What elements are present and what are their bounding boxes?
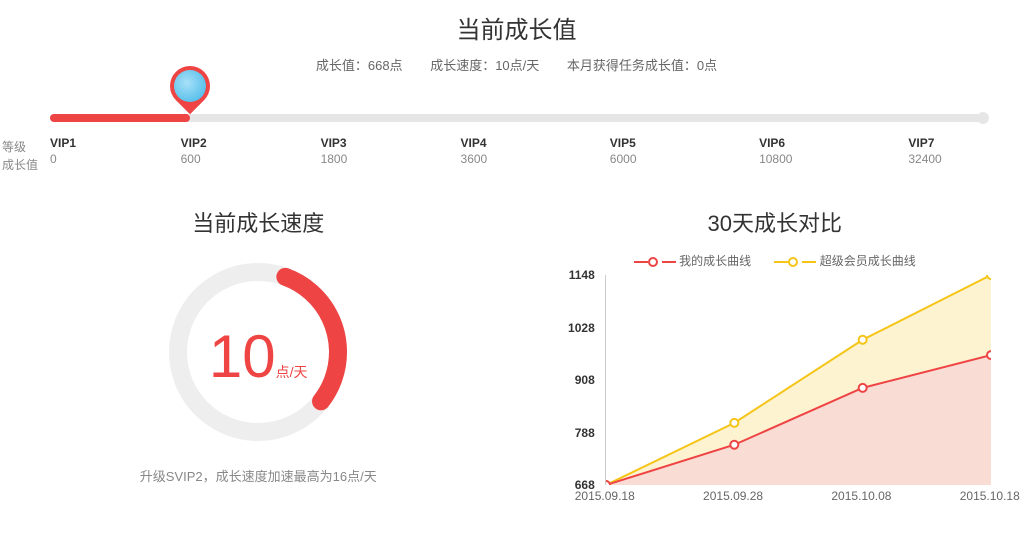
plot-area (605, 275, 990, 485)
stat-growth: 成长值：668点 (316, 58, 403, 73)
trend-chart: 66878890810281148 2015.09.182015.09.2820… (545, 275, 1005, 525)
stats-row: 成长值：668点 成长速度：10点/天 本月获得任务成长值：0点 (0, 55, 1033, 74)
level-ticks: VIP1 0 VIP2 600 VIP3 1800 VIP4 3600 VIP5 6000 VIP6… (50, 136, 983, 176)
page-title: 当前成长值 (0, 10, 1033, 45)
axis-labels: 等级 成长值 (2, 138, 38, 174)
legend-line-icon (802, 261, 816, 263)
axis-label-level: 等级 (2, 138, 38, 156)
gauge-tip: 升级SVIP2，成长速度加速最高为16点/天 (0, 466, 517, 485)
tick-level: VIP2 (181, 136, 207, 150)
level-progress: 等级 成长值 VIP10VIP2600VIP31800VIP43600VIP56… (50, 114, 983, 176)
speed-gauge: 10点/天 (158, 252, 358, 452)
y-tick: 788 (575, 426, 595, 440)
tick-level: VIP5 (610, 136, 637, 150)
y-tick: 1148 (569, 268, 595, 282)
legend-dot-icon (648, 257, 658, 267)
globe-icon (174, 70, 206, 102)
tick-value: 1800 (321, 152, 348, 166)
tick-value: 6000 (610, 152, 637, 166)
gauge-unit: 点/天 (276, 364, 308, 380)
tick-level: VIP6 (759, 136, 792, 150)
level-tick: VIP1 0 (50, 136, 76, 166)
speed-title: 当前成长速度 (0, 206, 517, 238)
growth-header: 当前成长值 成长值：668点 成长速度：10点/天 本月获得任务成长值：0点 等… (0, 0, 1033, 176)
axis-label-value: 成长值 (2, 156, 38, 174)
y-tick: 1028 (568, 321, 595, 335)
trend-title: 30天成长对比 (517, 206, 1033, 238)
tick-value: 10800 (759, 152, 792, 166)
y-tick: 908 (575, 373, 595, 387)
level-tick: VIP6 10800 (759, 136, 792, 166)
map-pin-icon (162, 58, 219, 115)
tick-level: VIP7 (908, 136, 941, 150)
level-tick: VIP7 32400 (908, 136, 941, 166)
legend-svip: 超级会员成长曲线 (774, 254, 915, 268)
progress-endcap (977, 112, 989, 124)
line-chart-icon (606, 275, 991, 485)
level-tick: VIP3 1800 (321, 136, 348, 166)
progress-fill (50, 114, 190, 122)
stat-task: 本月获得任务成长值：0点 (567, 58, 717, 73)
tick-level: VIP1 (50, 136, 76, 150)
tick-value: 0 (50, 152, 76, 166)
progress-track (50, 114, 983, 122)
level-tick: VIP2 600 (181, 136, 207, 166)
chart-legend: 我的成长曲线 超级会员成长曲线 (517, 252, 1033, 269)
legend-mine-label: 我的成长曲线 (679, 254, 751, 268)
x-tick: 2015.10.08 (831, 489, 891, 503)
tick-level: VIP4 (461, 136, 488, 150)
legend-mine: 我的成长曲线 (634, 254, 755, 268)
bottom-panels: 当前成长速度 10点/天 升级SVIP2，成长速度加速最高为16点/天 30天成… (0, 206, 1033, 525)
trend-panel: 30天成长对比 我的成长曲线 超级会员成长曲线 6687889081028114… (517, 206, 1033, 525)
x-tick: 2015.09.28 (703, 489, 763, 503)
legend-line-icon (634, 261, 648, 263)
x-tick: 2015.10.18 (960, 489, 1020, 503)
y-axis: 66878890810281148 (545, 275, 601, 485)
progress-marker (170, 66, 210, 106)
tick-value: 600 (181, 152, 207, 166)
level-tick: VIP4 3600 (461, 136, 488, 166)
tick-value: 3600 (461, 152, 488, 166)
legend-line-icon (662, 261, 676, 263)
gauge-number: 10 (209, 323, 276, 390)
tick-value: 32400 (908, 152, 941, 166)
tick-level: VIP3 (321, 136, 348, 150)
legend-dot-icon (788, 257, 798, 267)
level-tick: VIP5 6000 (610, 136, 637, 166)
speed-panel: 当前成长速度 10点/天 升级SVIP2，成长速度加速最高为16点/天 (0, 206, 517, 525)
legend-svip-label: 超级会员成长曲线 (820, 254, 916, 268)
legend-line-icon (774, 261, 788, 263)
gauge-value: 10点/天 (158, 322, 358, 391)
x-tick: 2015.09.18 (575, 489, 635, 503)
stat-speed: 成长速度：10点/天 (430, 58, 539, 73)
